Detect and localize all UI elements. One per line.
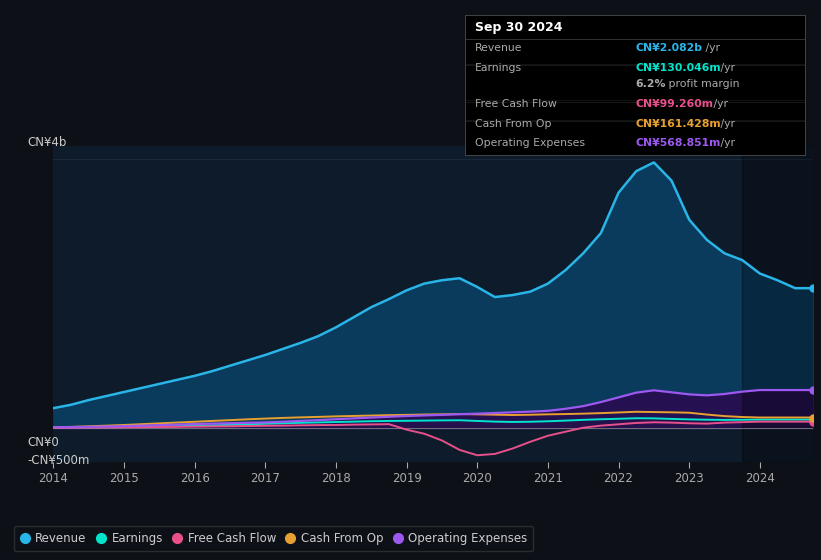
Text: -CN¥500m: -CN¥500m (27, 454, 89, 467)
Text: Revenue: Revenue (475, 43, 523, 53)
Text: Free Cash Flow: Free Cash Flow (475, 99, 557, 109)
Text: CN¥99.260m: CN¥99.260m (635, 99, 713, 109)
Text: 6.2%: 6.2% (635, 80, 666, 90)
Text: /yr: /yr (718, 138, 736, 148)
Bar (742, 146, 816, 462)
Text: CN¥4b: CN¥4b (27, 136, 67, 150)
Text: profit margin: profit margin (665, 80, 740, 90)
Text: CN¥568.851m: CN¥568.851m (635, 138, 720, 148)
Text: CN¥161.428m: CN¥161.428m (635, 119, 721, 129)
Legend: Revenue, Earnings, Free Cash Flow, Cash From Op, Operating Expenses: Revenue, Earnings, Free Cash Flow, Cash … (14, 526, 534, 551)
Text: Sep 30 2024: Sep 30 2024 (475, 21, 562, 34)
Text: Cash From Op: Cash From Op (475, 119, 552, 129)
Text: CN¥0: CN¥0 (27, 436, 59, 449)
Text: Earnings: Earnings (475, 63, 522, 73)
Text: CN¥130.046m: CN¥130.046m (635, 63, 721, 73)
Text: /yr: /yr (710, 99, 727, 109)
Text: CN¥2.082b: CN¥2.082b (635, 43, 702, 53)
Text: /yr: /yr (718, 63, 736, 73)
Text: /yr: /yr (702, 43, 720, 53)
Text: /yr: /yr (718, 119, 736, 129)
Text: Operating Expenses: Operating Expenses (475, 138, 585, 148)
